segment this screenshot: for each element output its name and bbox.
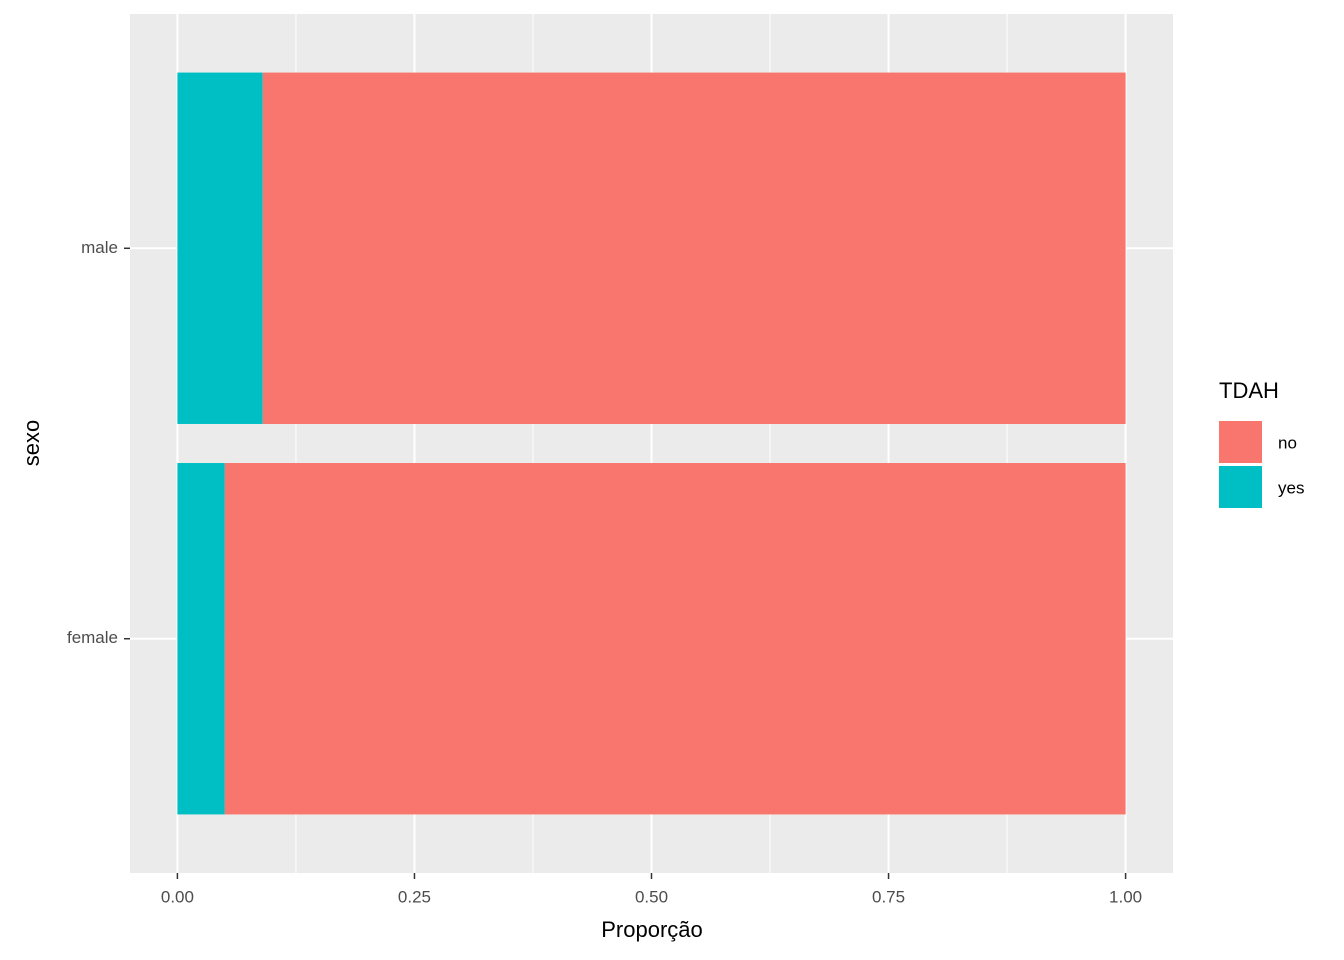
y-axis-title: sexo (19, 420, 44, 466)
bar-segment (177, 463, 225, 815)
bar-segment (177, 72, 263, 424)
legend-label: no (1278, 433, 1297, 452)
x-axis-title: Proporção (601, 917, 703, 942)
legend-key (1219, 421, 1262, 463)
x-tick-label: 0.50 (635, 887, 668, 906)
axes: 0.00 0.25 0.50 0.75 1.00 female male (67, 238, 1142, 907)
x-tick-label: 0.75 (872, 887, 905, 906)
x-tick-label: 0.00 (161, 887, 194, 906)
bars (177, 72, 1126, 815)
bar-segment (224, 463, 1126, 815)
x-tick-label: 1.00 (1109, 887, 1142, 906)
legend-label: yes (1278, 478, 1304, 497)
y-tick-label: male (81, 238, 118, 257)
legend-title: TDAH (1219, 378, 1279, 403)
y-tick-label: female (67, 628, 118, 647)
legend: no yes (1219, 421, 1304, 508)
bar-segment (262, 72, 1126, 424)
x-tick-label: 0.25 (398, 887, 431, 906)
legend-key (1219, 466, 1262, 508)
